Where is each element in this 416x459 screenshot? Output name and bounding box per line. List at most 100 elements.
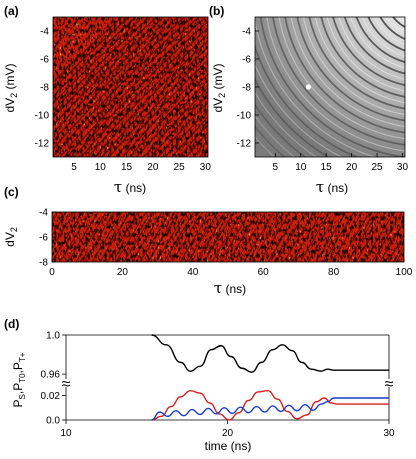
panel-a-fringe	[80, 26, 208, 157]
panel-c-fringe	[99, 212, 131, 262]
panel-c-fringe	[83, 212, 115, 262]
panel-a-fringe	[136, 80, 208, 157]
panel-c-fringe	[52, 212, 67, 237]
panel-a-fringe	[94, 39, 208, 157]
panel-a-fringe	[53, 17, 151, 112]
panel-c-fringe	[227, 212, 259, 262]
panel-a-fringe	[53, 17, 123, 83]
panel-c-fringe	[403, 260, 404, 262]
panel-d-xtick-label: 10	[60, 428, 72, 439]
panel-c-xtick-label: 60	[258, 267, 270, 278]
panel-c-fringe	[299, 212, 331, 262]
panel-c-fringe	[107, 212, 139, 262]
panel-c-fringe	[339, 212, 371, 262]
panel-a-xtick-label: 30	[200, 162, 212, 173]
panel-a-ytick-label: -4	[40, 27, 49, 38]
panel-c-fringe	[267, 212, 299, 262]
panel-a-ytick-label: -8	[40, 83, 49, 94]
panel-a-fringe	[66, 17, 207, 157]
panel-a-fringe	[53, 17, 144, 105]
panel-c-fringe	[331, 212, 363, 262]
panel-c-fringe	[243, 212, 275, 262]
right-axis-break: ≈	[385, 376, 394, 393]
panel-c-fringe	[387, 234, 404, 262]
panel-c-xtick-label: 0	[49, 267, 55, 278]
panel-c-fringe	[67, 212, 99, 262]
panel-c-xlabel: τ (ns)	[214, 279, 246, 297]
panel-a-fringe	[53, 17, 172, 135]
panel-d-lower-series-line	[151, 397, 389, 421]
panel-b-ytick-label: -12	[237, 139, 252, 150]
panel-c-fringe	[283, 212, 315, 262]
panel-d-upper-axes	[65, 334, 390, 379]
panel-b-xtick-label: 15	[321, 162, 333, 173]
panel-a-fringe	[129, 73, 208, 157]
panel-c-ytick-label: -6	[39, 233, 48, 244]
panel-c-fringe	[163, 212, 195, 262]
panel-d-xtick-label: 20	[222, 428, 234, 439]
panel-c-fringe	[52, 212, 75, 250]
panel-c-letter: (c)	[4, 185, 19, 199]
panel-c-fringe	[355, 212, 387, 262]
panel-a-ylabel: dV2 (mV)	[3, 63, 19, 112]
panel-a-fringe	[59, 17, 200, 157]
panel-c-fringe	[379, 220, 404, 262]
panel-d-ylabel: PS,PT0,PT+	[11, 352, 27, 407]
panel-c-fringe	[363, 212, 395, 262]
panel-b-xticks: 5 10 15 20 25 30	[273, 153, 408, 173]
panel-a-fringe	[87, 33, 208, 157]
panel-c-fringe	[52, 212, 83, 262]
panel-a-fringe	[115, 59, 208, 157]
panel-c-fringe	[203, 212, 235, 262]
panel-c-fringe	[115, 212, 147, 262]
panel-a-fringe	[108, 52, 208, 157]
panel-c-fringe	[123, 212, 155, 262]
panel-b-xtick-label: 20	[346, 162, 358, 173]
panel-a-fringe	[53, 17, 186, 150]
panel-b-xtick-label: 5	[273, 162, 279, 173]
panel-a-yticks: -4 -6 -8 -10 -12	[35, 27, 57, 150]
panel-c-xtick-label: 40	[187, 267, 199, 278]
panel-b-marker-dot	[305, 84, 311, 90]
panel-a-xtick-label: 5	[71, 162, 77, 173]
panel-a-fringe	[143, 87, 208, 157]
panel-a-xticks: 5 10 15 20 25 30	[71, 153, 211, 173]
panel-b-heatmap	[255, 17, 405, 157]
panel-a-ytick-label: -6	[40, 55, 49, 66]
panel-c-ytick-label: -8	[39, 258, 48, 269]
panel-a-fringe	[185, 131, 208, 157]
panel-c-fringe	[219, 212, 251, 262]
panel-d-xtick-label: 30	[383, 428, 395, 439]
panel-c-xtick-label: 20	[117, 267, 129, 278]
panel-b-letter: (b)	[209, 4, 224, 18]
panel-a-fringe	[164, 108, 208, 157]
panel-c-fringe	[195, 212, 227, 262]
panel-a-xtick-label: 15	[121, 162, 133, 173]
panel-d-xticks: 10 20 30	[60, 420, 395, 439]
panel-b-ytick-label: -4	[242, 27, 251, 38]
panel-c-fringe	[291, 212, 323, 262]
panel-c-xtick-label: 100	[396, 267, 413, 278]
panel-a-fringe	[73, 20, 208, 157]
panel-a-xtick-label: 10	[95, 162, 107, 173]
panel-c-fringe	[259, 212, 291, 262]
panel-c-fringe	[147, 212, 179, 262]
panel-c-fringe	[323, 212, 355, 262]
panel-c-fringe	[171, 212, 203, 262]
panel-d-upper-ytick-label: 1.0	[46, 331, 60, 342]
panel-c-xticks: 0 20 40 60 80 100	[49, 258, 413, 278]
panel-a-xlabel: τ (ns)	[114, 178, 146, 196]
panel-a-ytick-label: -12	[35, 139, 50, 150]
panel-b-ytick-label: -10	[237, 111, 252, 122]
panel-b-xtick-label: 25	[371, 162, 383, 173]
panel-a-heatmap	[53, 17, 208, 157]
panel-c-fringe	[395, 247, 404, 262]
panel-d-upper-yticks: 1.0 0.96	[41, 331, 66, 381]
panel-a-fringe	[150, 94, 208, 157]
panel-d-lower-series-line	[151, 389, 389, 421]
panel-c-fringe	[347, 212, 379, 262]
panel-d-lower-ytick-label: 0.02	[41, 391, 61, 402]
panel-c-fringe	[52, 212, 59, 224]
panel-c-fringe	[139, 212, 171, 262]
